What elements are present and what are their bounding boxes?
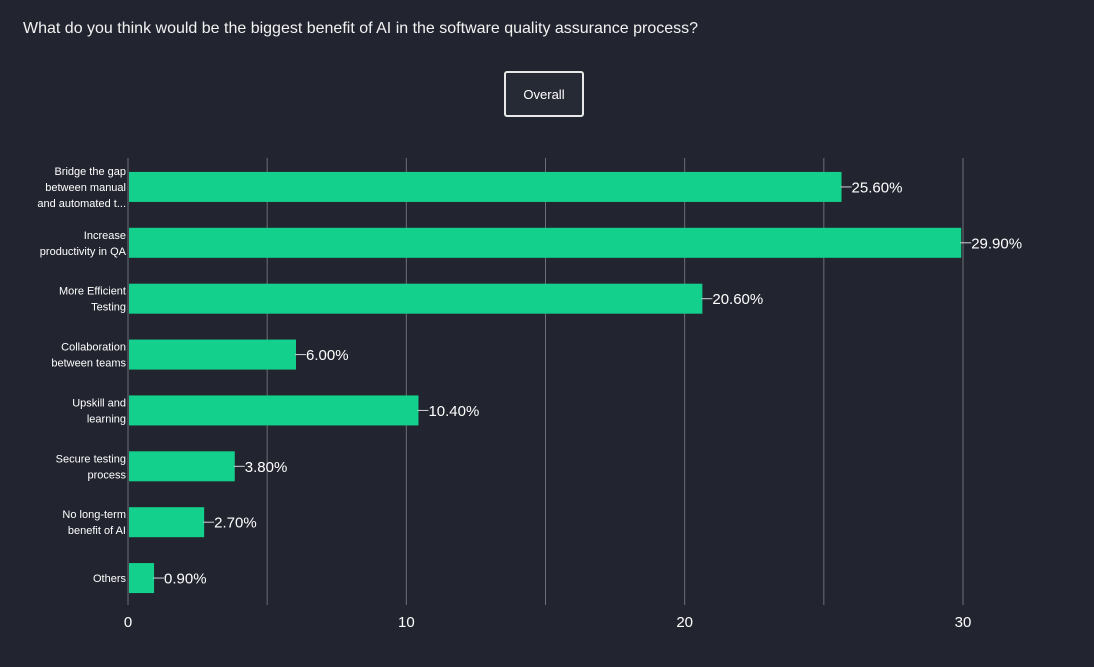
overall-filter-button[interactable]: Overall [504,71,584,117]
data-label: 0.90% [164,571,207,588]
category-label: Bridge the gap between manual and automate… [37,166,126,210]
bar [129,339,296,370]
category-label-line: More Efficient [59,286,126,298]
category-label-line: Others [93,573,127,585]
data-label: 25.60% [852,179,903,196]
bar [129,171,842,202]
bar [129,395,419,426]
category-label-line: productivity in QA [40,246,127,258]
category-label-line: benefit of AI [68,525,126,537]
category-label-line: Bridge the gap [54,166,126,178]
bar [129,507,205,538]
category-label-line: Secure testing [56,453,126,465]
x-tick-label: 30 [955,614,972,631]
category-label-line: between teams [51,358,126,370]
category-label: Increase productivity in QA [40,230,127,258]
category-label-line: No long-term [62,509,126,521]
data-label: 20.60% [712,291,763,308]
category-label-line: between manual [45,182,126,194]
category-label-line: and automated t... [37,198,126,210]
category-label-line: learning [87,413,126,425]
category-label: More Efficient Testing [59,286,126,314]
bar [129,563,155,594]
question-title: What do you think would be the biggest b… [23,20,699,37]
data-label: 10.40% [428,403,479,420]
data-label: 2.70% [214,515,257,532]
category-label-line: Collaboration [61,342,126,354]
bar [129,451,235,482]
category-label-line: Testing [91,302,126,314]
x-tick-label: 0 [124,614,132,631]
data-label: 6.00% [306,347,349,364]
category-label: No long-term benefit of AI [62,509,126,537]
category-label: Secure testing process [56,453,127,481]
data-label: 29.90% [971,235,1022,252]
category-label: Others [93,573,127,585]
bar [129,227,962,258]
category-label-line: Increase [84,230,126,242]
data-label: 3.80% [245,459,288,476]
category-label-line: process [87,469,126,481]
category-label: Collaboration between teams [51,342,126,370]
category-label-line: Upskill and [72,397,126,409]
x-tick-label: 20 [676,614,693,631]
bar [129,283,703,314]
x-tick-label: 10 [398,614,415,631]
category-label: Upskill and learning [72,397,126,425]
